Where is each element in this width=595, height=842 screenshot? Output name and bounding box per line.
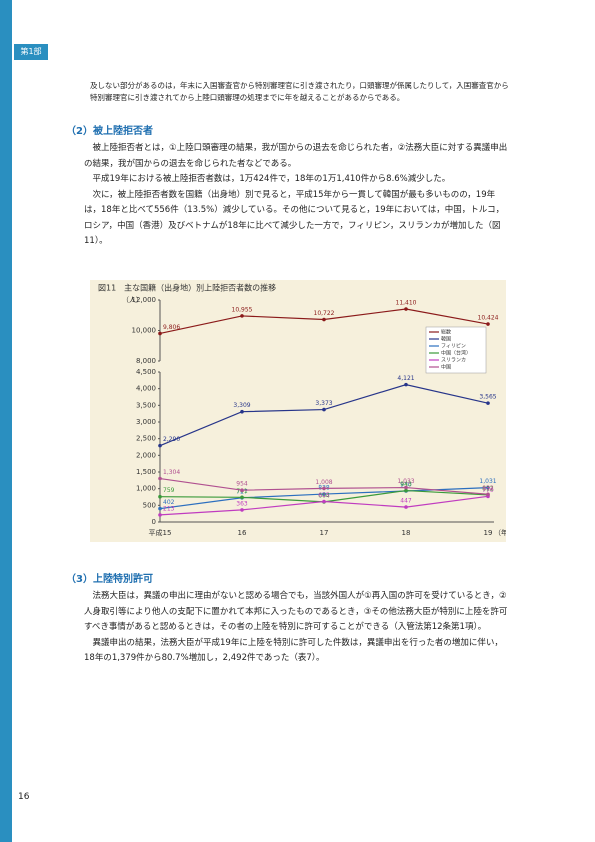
x-tick-label: 19 bbox=[484, 529, 493, 537]
data-label: 1,008 bbox=[315, 479, 332, 486]
legend-label: スリランカ bbox=[441, 358, 466, 364]
data-point bbox=[158, 494, 162, 499]
data-point bbox=[322, 499, 326, 504]
data-point bbox=[404, 488, 408, 493]
y-tick-label: 1,500 bbox=[136, 468, 156, 476]
y-tick-label: 3,000 bbox=[136, 418, 156, 426]
data-label: 10,424 bbox=[478, 315, 499, 322]
data-point bbox=[322, 486, 326, 491]
data-label: 3,565 bbox=[479, 394, 496, 401]
y-tick-label: 2,500 bbox=[136, 435, 156, 443]
data-label: 1,031 bbox=[479, 478, 496, 485]
legend-label: 中国 bbox=[441, 364, 451, 371]
legend-box bbox=[425, 326, 487, 374]
data-point bbox=[240, 495, 244, 500]
data-label: 3,373 bbox=[315, 400, 332, 407]
data-point bbox=[404, 382, 408, 387]
data-point bbox=[240, 314, 244, 318]
data-label: 9,806 bbox=[163, 324, 180, 331]
y-tick-label: 4,000 bbox=[136, 385, 156, 393]
data-point bbox=[404, 485, 408, 490]
data-label: 447 bbox=[400, 498, 412, 505]
data-label: 954 bbox=[236, 481, 248, 488]
data-point bbox=[404, 505, 408, 509]
data-label: 10,955 bbox=[232, 306, 253, 313]
data-label: 1,304 bbox=[163, 469, 180, 476]
section-heading: （2）被上陸拒否者 bbox=[66, 126, 153, 137]
x-tick-label: 平成15 bbox=[149, 528, 172, 537]
data-point bbox=[322, 492, 326, 496]
y-tick-label: 12,000 bbox=[132, 296, 157, 304]
y-tick-label: 2,000 bbox=[136, 451, 156, 459]
paragraph: 異議申出の結果，法務大臣が平成19年に上陸を特別に許可した件数は，異議申出を行っ… bbox=[84, 637, 503, 664]
data-point bbox=[486, 401, 490, 405]
data-point bbox=[322, 317, 326, 322]
data-label: 770 bbox=[482, 487, 494, 494]
data-label: 812 bbox=[482, 485, 494, 492]
data-label: 832 bbox=[482, 485, 494, 492]
y-tick-label: 1,000 bbox=[136, 485, 156, 493]
paragraph: 平成19年における被上陸拒否者数は，1万424件で，18年の1万1,410件から… bbox=[92, 174, 451, 184]
section-heading: （3）上陸特別許可 bbox=[66, 574, 153, 585]
y-tick-label: 0 bbox=[152, 518, 156, 526]
data-label: 604 bbox=[318, 492, 330, 499]
data-point bbox=[158, 443, 162, 448]
legend-label: フィリピン bbox=[441, 344, 466, 350]
paragraph: 法務大臣は，異議の申出に理由がないと認める場合でも，当該外国人が①再入国の許可を… bbox=[84, 591, 508, 632]
y-tick-label: 500 bbox=[143, 501, 156, 509]
legend-label: 総数 bbox=[441, 329, 451, 336]
section: （3）上陸特別許可 法務大臣は，異議の申出に理由がないと認める場合でも，当該外国… bbox=[66, 570, 511, 667]
data-label: 930 bbox=[400, 482, 412, 489]
data-label: 11,410 bbox=[396, 299, 417, 306]
data-point bbox=[404, 307, 408, 311]
data-label: 759 bbox=[163, 487, 175, 494]
data-point bbox=[240, 488, 244, 492]
y-tick-label: 8,000 bbox=[136, 357, 156, 365]
y-tick-label: 4,500 bbox=[136, 368, 156, 376]
part-label: 第1部 bbox=[14, 44, 48, 60]
data-point bbox=[158, 476, 162, 481]
y-tick-label: 3,500 bbox=[136, 401, 156, 409]
intro-text: 及しない部分があるのは，年末に入国審査官から特別審理官に引き渡されたり，口頭審理… bbox=[90, 81, 509, 102]
data-point bbox=[486, 322, 490, 326]
y-axis-label: （人） bbox=[122, 296, 143, 304]
data-label: 1,033 bbox=[397, 478, 414, 485]
legend-label: 韓国 bbox=[441, 336, 451, 343]
data-label: 10,722 bbox=[314, 310, 335, 317]
x-tick-label: 18 bbox=[402, 529, 411, 537]
x-axis-label: （年） bbox=[494, 528, 506, 537]
data-label: 943 bbox=[400, 481, 412, 488]
legend-label: 中国（台湾） bbox=[441, 350, 471, 357]
data-point bbox=[240, 409, 244, 414]
data-label: 213 bbox=[163, 505, 175, 512]
data-point bbox=[158, 513, 162, 517]
data-point bbox=[486, 485, 490, 490]
data-label: 3,309 bbox=[233, 402, 250, 409]
data-point bbox=[322, 407, 326, 412]
paragraph: 次に，被上陸拒否者数を国籍（出身地）別で見ると，平成15年から一貫して韓国が最も… bbox=[84, 189, 505, 247]
data-point bbox=[158, 506, 162, 511]
data-label: 615 bbox=[318, 492, 330, 499]
chart: 図11 主な国籍（出身地）別上陸拒否者数の推移 0 500 1,000 1,500 2,… bbox=[90, 280, 506, 542]
data-label: 363 bbox=[236, 500, 248, 507]
side-stripe bbox=[0, 0, 12, 842]
data-point bbox=[486, 492, 490, 497]
page-number: 16 bbox=[18, 792, 30, 802]
data-point bbox=[240, 508, 244, 512]
data-label: 2,290 bbox=[163, 436, 180, 443]
x-tick-label: 16 bbox=[238, 529, 247, 537]
chart-title: 図11 主な国籍（出身地）別上陸拒否者数の推移 bbox=[98, 283, 276, 293]
data-label: 4,121 bbox=[397, 375, 414, 382]
paragraph: 被上陸拒否者とは，①上陸口頭審理の結果，我が国からの退去を命じられた者，②法務大… bbox=[84, 143, 508, 169]
data-label: 402 bbox=[163, 499, 175, 506]
x-tick-label: 17 bbox=[320, 529, 329, 537]
section: （2）被上陸拒否者 被上陸拒否者とは，①上陸口頭審理の結果，我が国からの退去を命… bbox=[66, 122, 511, 250]
y-tick-label: 10,000 bbox=[132, 327, 157, 335]
data-point bbox=[158, 331, 162, 336]
